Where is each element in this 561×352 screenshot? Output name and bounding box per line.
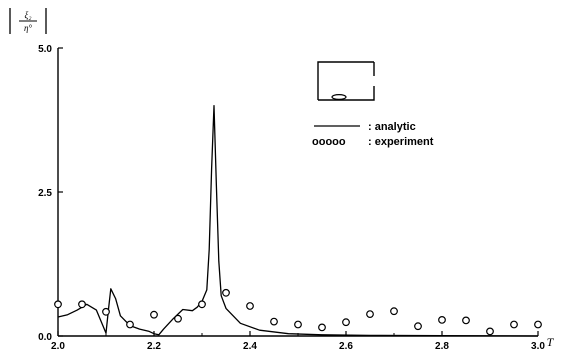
data-point-experiment (246, 302, 254, 310)
legend: : analytic ooooo : experiment (312, 121, 434, 148)
data-point-experiment (414, 322, 422, 331)
data-point-experiment (318, 323, 326, 332)
data-point-experiment (438, 316, 446, 324)
x-tick-label: 2.4 (243, 341, 257, 352)
data-point-experiment (54, 300, 62, 309)
x-axis-title: T (547, 335, 555, 349)
legend-analytic-label: : analytic (368, 121, 416, 133)
data-point-experiment (390, 307, 398, 316)
data-point-experiment (102, 307, 110, 316)
x-tick-label: 3.0 (531, 341, 545, 352)
data-point-experiment (150, 310, 158, 319)
data-point-experiment (510, 320, 518, 329)
data-point-experiment (366, 310, 374, 319)
data-point-experiment (462, 316, 470, 325)
y-axis-title-denominator: η° (24, 23, 32, 33)
data-point-experiment (270, 317, 278, 326)
x-tick-label: 2.2 (147, 341, 161, 352)
legend-experiment-label: : experiment (368, 136, 434, 148)
y-tick-label: 5.0 (38, 44, 52, 55)
x-tick-label: 2.0 (51, 341, 65, 352)
y-tick-label: 0.0 (38, 332, 52, 343)
data-point-experiment (126, 320, 134, 329)
y-axis-title-numerator: ξ₂ (25, 10, 32, 20)
x-tick-label: 2.8 (435, 341, 449, 352)
legend-experiment-symbol: ooooo (312, 136, 346, 148)
data-point-experiment (78, 300, 86, 309)
data-point-experiment (486, 327, 494, 336)
data-point-experiment (198, 300, 206, 309)
data-point-experiment (174, 314, 182, 323)
y-tick-label: 2.5 (38, 188, 52, 199)
data-point-experiment (294, 320, 302, 329)
data-point-experiment (222, 288, 230, 297)
inset-tank-icon (317, 61, 375, 101)
series-line-analytic (57, 104, 539, 337)
x-tick-label: 2.6 (339, 341, 353, 352)
data-point-experiment (534, 320, 542, 329)
y-axis-title: ξ₂ η° (9, 8, 47, 34)
data-point-experiment (342, 318, 350, 327)
